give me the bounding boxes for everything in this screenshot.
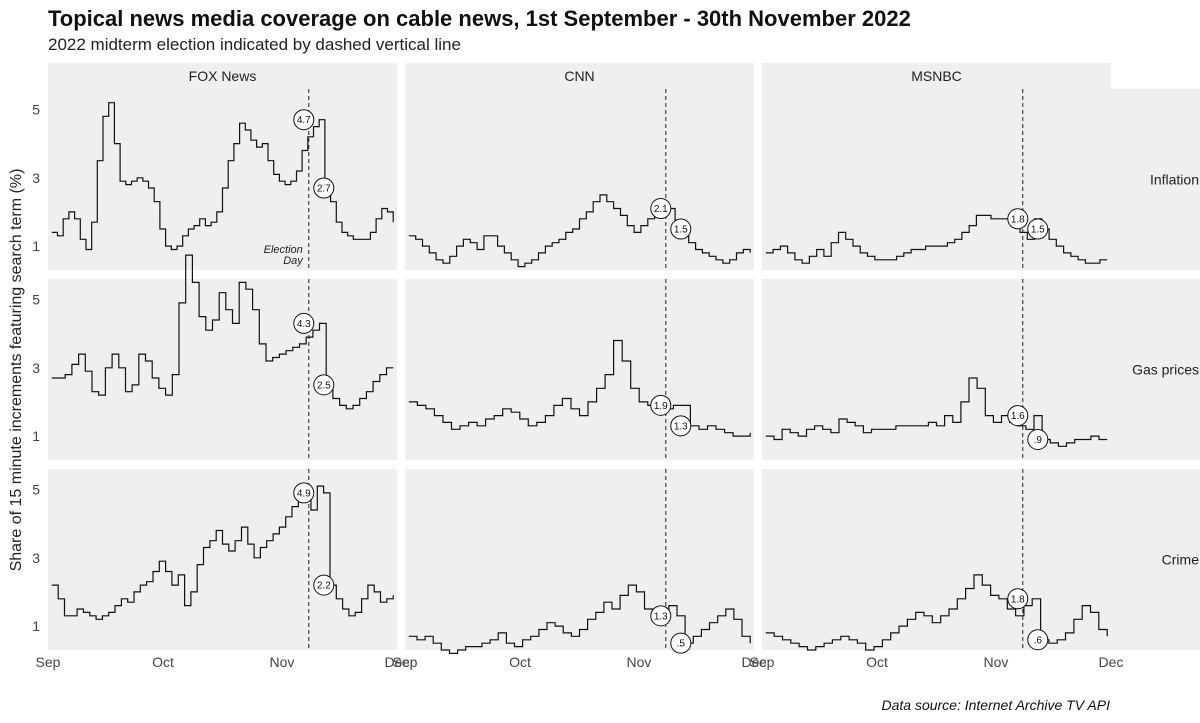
chart-subtitle: 2022 midterm election indicated by dashe… xyxy=(48,35,461,54)
facet-label-cnn: CNN xyxy=(564,68,594,84)
x-tick-label: Nov xyxy=(269,654,294,670)
x-tick-label: Dec xyxy=(1099,654,1124,670)
series-cnn-crime xyxy=(408,584,751,654)
panel-background xyxy=(762,279,1111,460)
series-msnbc-gas-prices xyxy=(765,377,1108,447)
panel-background xyxy=(762,89,1111,270)
pre-election-marker xyxy=(650,394,672,416)
y-tick-label: 3 xyxy=(32,360,40,376)
post-election-marker-label: 2.2 xyxy=(317,581,331,592)
x-tick-label: Sep xyxy=(750,654,775,670)
series-msnbc-inflation xyxy=(765,214,1108,264)
post-election-marker-label: 1.5 xyxy=(674,225,688,236)
post-election-marker-label: 1.3 xyxy=(674,421,688,432)
post-election-marker-label: .6 xyxy=(1034,635,1043,646)
pre-election-marker xyxy=(1007,588,1029,610)
panel-background xyxy=(48,279,397,460)
pre-election-marker-label: 4.7 xyxy=(297,115,311,126)
post-election-marker-label: .9 xyxy=(1034,435,1043,446)
x-tick-label: Oct xyxy=(866,654,888,670)
data-source-note: Data source: Internet Archive TV API xyxy=(881,697,1110,713)
series-fox-news-crime xyxy=(51,485,394,620)
facet-strip-gas-prices xyxy=(1111,279,1200,460)
pre-election-marker-label: 4.9 xyxy=(297,488,311,499)
post-election-marker xyxy=(313,374,335,396)
facet-strip-cnn xyxy=(405,63,754,89)
pre-election-marker xyxy=(293,109,315,131)
panel-background xyxy=(48,469,397,650)
facet-strip-fox-news xyxy=(48,63,397,89)
series-msnbc-crime xyxy=(765,574,1108,651)
post-election-marker xyxy=(1027,429,1049,451)
series-cnn-gas-prices xyxy=(408,339,751,437)
post-election-marker-label: 2.5 xyxy=(317,380,331,391)
facet-strip-msnbc xyxy=(762,63,1111,89)
y-tick-label: 5 xyxy=(32,101,40,117)
pre-election-marker xyxy=(1007,208,1029,230)
panel-background xyxy=(405,89,754,270)
pre-election-marker-label: 1.8 xyxy=(1011,594,1025,605)
series-fox-news-inflation xyxy=(51,102,394,251)
pre-election-marker xyxy=(650,605,672,627)
election-day-label-line2: Day xyxy=(283,255,304,267)
pre-election-marker-label: 4.3 xyxy=(297,319,311,330)
post-election-marker xyxy=(1027,218,1049,240)
post-election-marker xyxy=(670,415,692,437)
post-election-marker xyxy=(1027,629,1049,651)
post-election-marker-label: .5 xyxy=(677,639,686,650)
series-cnn-inflation xyxy=(408,194,751,268)
post-election-marker xyxy=(313,177,335,199)
facet-strip-inflation xyxy=(1111,89,1200,270)
panel-background xyxy=(762,469,1111,650)
x-tick-label: Nov xyxy=(983,654,1008,670)
x-tick-label: Nov xyxy=(626,654,651,670)
election-day-label-line1: Election xyxy=(264,244,303,256)
panel-background xyxy=(405,279,754,460)
facet-label-inflation: Inflation xyxy=(1150,172,1199,188)
series-fox-news-gas-prices xyxy=(51,254,394,410)
facet-label-msnbc: MSNBC xyxy=(911,68,962,84)
facet-label-gas-prices: Gas prices xyxy=(1132,362,1199,378)
x-tick-label: Oct xyxy=(509,654,531,670)
facet-strip-crime xyxy=(1111,469,1200,650)
pre-election-marker-label: 1.9 xyxy=(654,401,668,412)
pre-election-marker-label: 1.8 xyxy=(1011,214,1025,225)
pre-election-marker xyxy=(293,482,315,504)
panel-background xyxy=(405,469,754,650)
post-election-marker xyxy=(670,632,692,654)
x-tick-label: Dec xyxy=(742,654,767,670)
pre-election-marker xyxy=(650,198,672,220)
x-tick-label: Sep xyxy=(36,654,61,670)
y-tick-label: 5 xyxy=(32,291,40,307)
y-tick-label: 1 xyxy=(32,618,40,634)
pre-election-marker xyxy=(293,312,315,334)
y-axis-title: Share of 15 minute increments featuring … xyxy=(8,169,25,572)
pre-election-marker-label: 1.3 xyxy=(654,611,668,622)
facet-label-crime: Crime xyxy=(1162,552,1200,568)
x-tick-label: Dec xyxy=(385,654,410,670)
post-election-marker-label: 1.5 xyxy=(1031,225,1045,236)
pre-election-marker-label: 1.6 xyxy=(1011,411,1025,422)
y-tick-label: 1 xyxy=(32,238,40,254)
post-election-marker xyxy=(670,218,692,240)
y-tick-label: 3 xyxy=(32,170,40,186)
facet-label-fox-news: FOX News xyxy=(189,68,257,84)
pre-election-marker xyxy=(1007,405,1029,427)
chart-title: Topical news media coverage on cable new… xyxy=(48,6,911,31)
post-election-marker-label: 2.7 xyxy=(317,184,331,195)
x-tick-label: Sep xyxy=(393,654,418,670)
post-election-marker xyxy=(313,574,335,596)
x-tick-label: Oct xyxy=(152,654,174,670)
y-tick-label: 3 xyxy=(32,550,40,566)
panel-background xyxy=(48,89,397,270)
y-tick-label: 5 xyxy=(32,481,40,497)
pre-election-marker-label: 2.1 xyxy=(654,204,668,215)
y-tick-label: 1 xyxy=(32,428,40,444)
